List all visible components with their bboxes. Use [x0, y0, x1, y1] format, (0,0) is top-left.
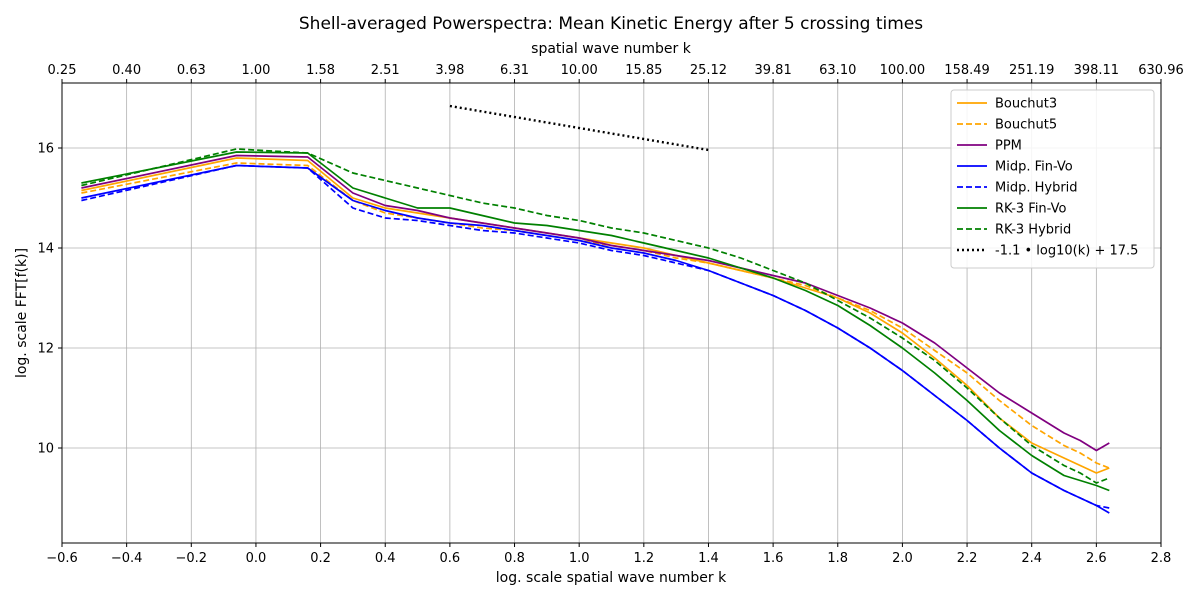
x-tick-label: 0.0	[246, 551, 267, 566]
series-line-midp-hybrid	[81, 164, 1110, 509]
series-line-rk-3-hybrid	[81, 148, 1110, 484]
top-x-tick-label: 1.00	[241, 63, 270, 78]
top-x-tick-label: 398.11	[1074, 63, 1120, 78]
chart-title: Shell-averaged Powerspectra: Mean Kineti…	[299, 14, 923, 34]
x-tick-label: 2.2	[957, 551, 978, 566]
top-x-tick-label: 100.00	[880, 63, 926, 78]
legend-label: Midp. Fin-Vo	[995, 160, 1073, 175]
plot-frame	[61, 82, 1162, 544]
top-x-axis-label: spatial wave number k	[531, 41, 692, 57]
x-tick-label: 1.6	[763, 551, 784, 566]
y-tick-label: 16	[37, 142, 54, 157]
top-x-tick-label: 10.00	[561, 63, 598, 78]
y-tick-label: 12	[37, 342, 54, 357]
legend-label: PPM	[995, 139, 1022, 154]
series-line-rk-3-fin-vo	[81, 151, 1110, 492]
x-axis-label: log. scale spatial wave number k	[496, 570, 727, 586]
top-x-tick-label: 25.12	[690, 63, 727, 78]
x-tick-label: 2.8	[1151, 551, 1172, 566]
top-x-tick-label: 158.49	[944, 63, 990, 78]
legend-label: RK-3 Fin-Vo	[995, 202, 1066, 217]
legend-box	[950, 89, 1155, 269]
legend-label: Bouchut3	[995, 97, 1057, 112]
y-tick-label: 14	[37, 242, 54, 257]
x-tick-label: −0.2	[176, 551, 208, 566]
x-tick-label: 2.4	[1021, 551, 1042, 566]
y-axis-label: log. scale FFT[f(k)]	[14, 248, 30, 378]
legend-label: -1.1 • log10(k) + 17.5	[995, 244, 1138, 259]
x-tick-label: 0.2	[310, 551, 331, 566]
top-x-tick-label: 63.10	[819, 63, 856, 78]
x-tick-label: 2.0	[892, 551, 913, 566]
x-tick-label: −0.6	[46, 551, 78, 566]
top-x-tick-label: 3.98	[435, 63, 464, 78]
x-tick-label: 2.6	[1086, 551, 1107, 566]
series-line-ppm	[81, 154, 1110, 452]
legend: Bouchut3 Bouchut5 PPM Midp. Fin-Vo Midp. Hyb…	[950, 89, 1155, 269]
top-x-tick-label: 630.96	[1138, 63, 1184, 78]
x-tick-label: 1.2	[633, 551, 654, 566]
y-tick-label: 10	[37, 442, 54, 457]
legend-label: RK-3 Hybrid	[995, 223, 1071, 238]
series-line-1-1-log10-k-17-5	[449, 104, 709, 152]
top-x-tick-label: 0.25	[48, 63, 77, 78]
x-tick-label: 1.0	[569, 551, 590, 566]
top-x-tick-label: 0.40	[112, 63, 141, 78]
top-x-tick-label: 1.58	[306, 63, 335, 78]
plot-series	[81, 104, 1110, 514]
axis-ticks: −0.6 0.25 −0.4 0.40 −0.2 0.63 0.0 1.00 0.2 1.58 0.…	[37, 63, 1183, 566]
top-x-tick-label: 15.85	[625, 63, 662, 78]
legend-label: Bouchut5	[995, 118, 1057, 133]
top-x-tick-label: 251.19	[1009, 63, 1055, 78]
top-x-tick-label: 6.31	[500, 63, 529, 78]
x-tick-label: 1.8	[827, 551, 848, 566]
x-tick-label: 0.6	[440, 551, 461, 566]
x-tick-label: −0.4	[111, 551, 143, 566]
legend-label: Midp. Hybrid	[995, 181, 1078, 196]
x-tick-label: 0.8	[504, 551, 525, 566]
x-tick-label: 1.4	[698, 551, 719, 566]
top-x-tick-label: 39.81	[755, 63, 792, 78]
x-tick-label: 0.4	[375, 551, 396, 566]
top-x-tick-label: 0.63	[177, 63, 206, 78]
top-x-tick-label: 2.51	[371, 63, 400, 78]
